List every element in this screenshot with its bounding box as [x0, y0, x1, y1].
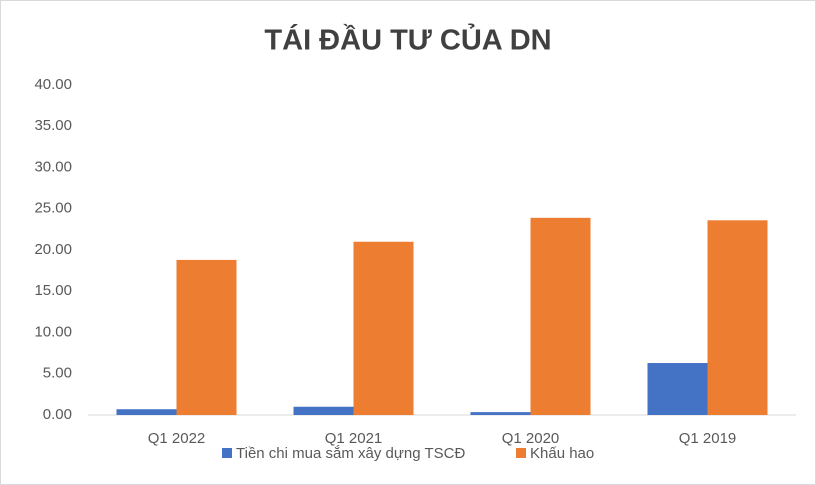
- bar: [353, 241, 414, 415]
- y-tick-label: 15.00: [34, 282, 72, 299]
- y-tick-label: 10.00: [34, 323, 72, 340]
- x-tick-label: Q1 2022: [148, 430, 206, 447]
- y-tick-label: 0.00: [43, 406, 72, 423]
- bar: [707, 220, 768, 415]
- y-tick-label: 25.00: [34, 200, 72, 217]
- y-tick-label: 5.00: [43, 365, 72, 382]
- y-tick-label: 20.00: [34, 241, 72, 258]
- chart-title: TÁI ĐẦU TƯ CỦA DN: [264, 23, 551, 57]
- bar: [293, 406, 354, 415]
- bar: [530, 217, 591, 415]
- x-tick-label: Q1 2021: [325, 430, 383, 447]
- y-tick-label: 30.00: [34, 158, 72, 175]
- x-tick-label: Q1 2019: [679, 430, 737, 447]
- y-tick-label: 40.00: [34, 76, 72, 93]
- bar: [176, 259, 237, 415]
- legend-label: Khấu hao: [530, 445, 594, 462]
- x-tick-label: Q1 2020: [502, 430, 560, 447]
- bar: [647, 363, 708, 415]
- legend-label: Tiền chi mua sắm xây dựng TSCĐ: [236, 445, 465, 462]
- bar: [470, 412, 531, 415]
- legend-swatch: [516, 448, 526, 458]
- legend-swatch: [222, 448, 232, 458]
- bar: [116, 409, 177, 415]
- y-tick-label: 35.00: [34, 117, 72, 134]
